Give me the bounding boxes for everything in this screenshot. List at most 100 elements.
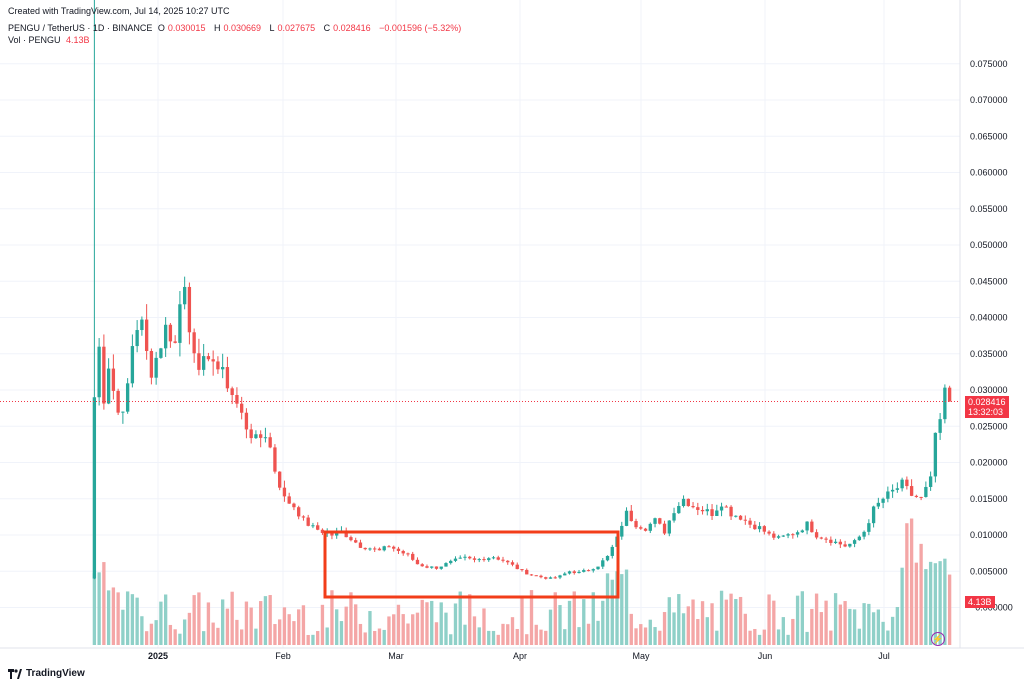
candle-body bbox=[586, 570, 591, 572]
candle-body bbox=[306, 517, 310, 526]
candle-body bbox=[548, 577, 553, 579]
candle-body bbox=[719, 506, 724, 511]
candle-body bbox=[249, 429, 253, 439]
ohlc-close: C 0.028416 bbox=[323, 23, 371, 33]
volume-bar bbox=[396, 604, 401, 645]
candle-body bbox=[829, 539, 833, 543]
volume-bar bbox=[833, 593, 838, 645]
time-tick-label: Mar bbox=[388, 651, 404, 661]
volume-bar bbox=[724, 599, 728, 645]
volume-bar bbox=[149, 623, 154, 645]
symbol-ohlc-line: PENGU / TetherUS · 1D · BINANCE O 0.03001… bbox=[8, 23, 464, 33]
volume-bar bbox=[629, 613, 633, 645]
candle-body bbox=[287, 496, 291, 504]
candle-body bbox=[624, 510, 629, 526]
volume-bar bbox=[349, 592, 353, 645]
candles bbox=[92, 0, 952, 580]
candle-body bbox=[795, 532, 800, 535]
volume-bar bbox=[330, 590, 334, 645]
volume-bar bbox=[197, 592, 201, 645]
chart-created-note: Created with TradingView.com, Jul 14, 20… bbox=[8, 6, 230, 16]
volume-bar bbox=[406, 623, 410, 645]
volume-bar bbox=[819, 612, 823, 645]
volume-bar bbox=[529, 590, 534, 645]
candle-body bbox=[149, 351, 154, 378]
volume-bar bbox=[848, 608, 852, 645]
volume-bar bbox=[686, 606, 690, 645]
ohlc-high: H 0.030669 bbox=[213, 23, 262, 33]
volume-bar bbox=[92, 573, 97, 645]
volume-bar bbox=[767, 594, 771, 645]
candle-body bbox=[876, 502, 881, 507]
volume-bar bbox=[382, 629, 386, 645]
candle-body bbox=[344, 530, 348, 538]
volume-bar bbox=[696, 619, 700, 645]
candle-body bbox=[900, 479, 904, 489]
volume-bar bbox=[206, 602, 211, 645]
price-tick-label: 0.075000 bbox=[970, 59, 1008, 69]
candle-body bbox=[182, 286, 187, 305]
candle-body bbox=[800, 530, 804, 533]
volume-bar bbox=[895, 606, 900, 645]
candle-body bbox=[520, 569, 524, 571]
volume-bar bbox=[881, 621, 885, 645]
candle-body bbox=[368, 548, 372, 550]
volume-bar bbox=[534, 624, 538, 645]
candle-body bbox=[734, 515, 738, 517]
candle-body bbox=[420, 564, 424, 567]
candle-body bbox=[748, 520, 752, 525]
candle-body bbox=[947, 387, 952, 402]
volume-bar bbox=[748, 630, 752, 645]
candle-body bbox=[681, 498, 686, 507]
candle-body bbox=[411, 553, 415, 560]
candle-body bbox=[125, 383, 130, 412]
last-price-tag: 0.028416 13:32:03 bbox=[965, 396, 1009, 418]
price-tick-label: 0.010000 bbox=[970, 530, 1008, 540]
volume-bar bbox=[201, 631, 206, 645]
volume-bar bbox=[805, 631, 809, 645]
candle-body bbox=[515, 564, 519, 570]
candle-body bbox=[833, 541, 838, 543]
candle-body bbox=[776, 536, 781, 538]
candle-body bbox=[705, 509, 709, 512]
candle-body bbox=[211, 359, 215, 362]
volume-bar bbox=[786, 634, 790, 645]
volume-bar bbox=[159, 601, 163, 645]
candle-body bbox=[349, 537, 353, 541]
volume-bar bbox=[292, 621, 296, 645]
candle-body bbox=[501, 559, 505, 561]
candle-body bbox=[871, 506, 876, 524]
bolt-icon[interactable]: ⚡ bbox=[931, 632, 945, 646]
volume-bar bbox=[947, 574, 952, 645]
candle-body bbox=[857, 536, 862, 541]
volume-bar bbox=[867, 603, 871, 645]
volume-bar bbox=[525, 634, 529, 645]
candle-body bbox=[163, 324, 168, 349]
candle-body bbox=[197, 353, 201, 370]
volume-bar bbox=[339, 621, 344, 645]
candle-body bbox=[201, 356, 206, 370]
volume-bar bbox=[501, 623, 505, 645]
volume-bar bbox=[358, 623, 363, 645]
candle-body bbox=[268, 437, 272, 448]
volume-bar bbox=[458, 591, 462, 645]
candle-body bbox=[154, 357, 158, 378]
volume-bar bbox=[453, 603, 458, 645]
candle-body bbox=[449, 560, 453, 564]
candle-body bbox=[206, 356, 211, 360]
candle-body bbox=[159, 348, 163, 358]
volume-bar bbox=[392, 614, 396, 645]
price-tick-label: 0.065000 bbox=[970, 131, 1008, 141]
time-tick-label: Jul bbox=[878, 651, 890, 661]
volume-bar bbox=[354, 604, 358, 645]
volume-bars bbox=[92, 518, 952, 645]
candle-body bbox=[667, 520, 671, 534]
candle-body bbox=[762, 526, 766, 532]
volume-bar bbox=[97, 572, 101, 645]
candle-body bbox=[463, 556, 467, 558]
candle-body bbox=[691, 506, 695, 508]
candle-body bbox=[106, 368, 111, 404]
candle-body bbox=[330, 532, 334, 536]
volume-bar bbox=[368, 611, 372, 645]
